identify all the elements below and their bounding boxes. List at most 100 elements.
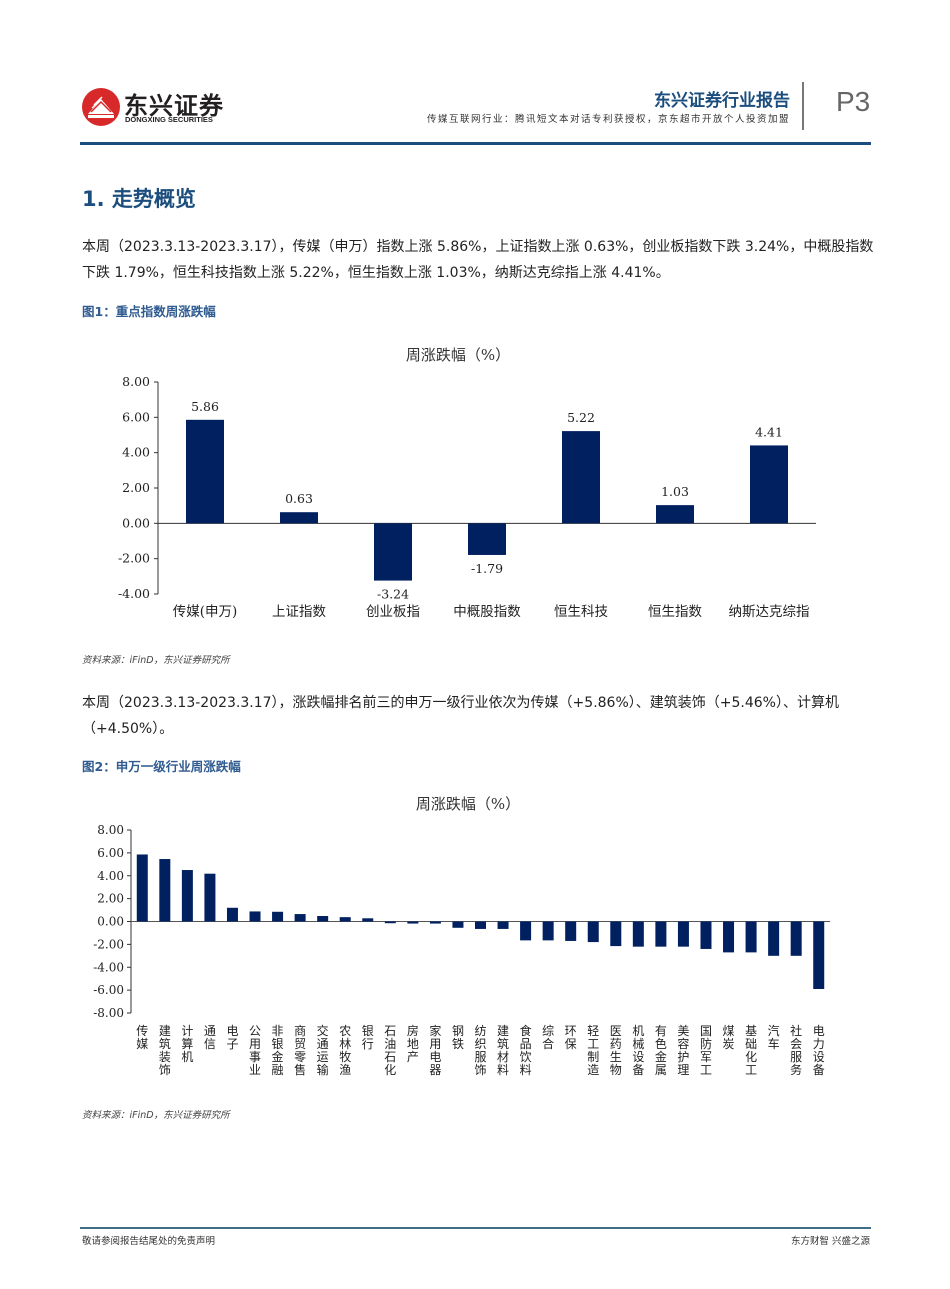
chart2-bar — [294, 914, 306, 922]
svg-text:纺: 纺 — [474, 1024, 486, 1038]
logo-icon — [82, 88, 120, 126]
chart2-bar — [384, 921, 396, 924]
svg-text:中概股指数: 中概股指数 — [453, 604, 521, 620]
svg-text:造: 造 — [587, 1063, 599, 1077]
svg-text:农: 农 — [339, 1024, 351, 1038]
chart2-bar — [429, 921, 441, 924]
svg-text:通: 通 — [204, 1024, 216, 1038]
chart2-bar — [565, 921, 577, 941]
chart1-bar — [374, 523, 412, 581]
svg-text:汽: 汽 — [768, 1023, 780, 1038]
svg-text:计: 计 — [181, 1024, 193, 1038]
svg-text:金: 金 — [272, 1049, 284, 1064]
svg-text:商: 商 — [294, 1023, 306, 1038]
svg-text:设: 设 — [813, 1050, 825, 1064]
section-title: 1. 走势概览 — [82, 187, 196, 211]
svg-text:合: 合 — [542, 1036, 554, 1051]
svg-text:恒生指数: 恒生指数 — [648, 604, 702, 620]
figure1-title: 图1：重点指数周涨跌幅 — [82, 304, 216, 319]
svg-text:工: 工 — [745, 1063, 757, 1077]
svg-text:纳斯达克综指: 纳斯达克综指 — [729, 604, 810, 620]
svg-text:信: 信 — [204, 1037, 216, 1051]
svg-text:铁: 铁 — [452, 1037, 464, 1051]
svg-text:容: 容 — [677, 1036, 689, 1051]
chart2-bar — [475, 921, 486, 929]
chart2-bar — [700, 921, 712, 949]
logo-wordmark: 东兴证券 — [124, 92, 224, 120]
svg-text:非: 非 — [272, 1024, 284, 1038]
svg-text:4.41: 4.41 — [755, 424, 783, 439]
svg-text:保: 保 — [565, 1037, 577, 1051]
svg-text:0.00: 0.00 — [122, 515, 150, 530]
svg-text:1.03: 1.03 — [661, 484, 689, 499]
svg-text:食: 食 — [520, 1023, 532, 1038]
chart2-bar — [520, 921, 532, 941]
svg-text:装: 装 — [159, 1050, 171, 1064]
footer-rule — [80, 1227, 871, 1229]
index-weekly-change-chart: 周涨跌幅（%） 8.00 6.00 4.00 2.00 0.00 -2.00 -4.00 传媒… — [118, 346, 816, 620]
svg-text:6.00: 6.00 — [122, 409, 150, 424]
svg-text:牧: 牧 — [339, 1050, 351, 1064]
svg-text:林: 林 — [339, 1037, 351, 1051]
page-number: P3 — [836, 86, 871, 117]
svg-text:行: 行 — [362, 1037, 374, 1051]
svg-text:运: 运 — [317, 1050, 329, 1064]
svg-text:理: 理 — [677, 1063, 689, 1077]
chart2-bar — [677, 921, 689, 947]
svg-text:备: 备 — [813, 1063, 825, 1077]
svg-text:4.00: 4.00 — [97, 869, 124, 883]
figure2-source: 资料来源：iFinD，东兴证券研究所 — [82, 1110, 230, 1121]
svg-text:机: 机 — [632, 1024, 644, 1038]
chart1-bars: 5.86 0.63 -3.24 -1.79 5.22 1.03 4.41 — [186, 399, 788, 602]
svg-text:饰: 饰 — [159, 1063, 171, 1077]
chart2-bar — [226, 907, 238, 922]
svg-text:石: 石 — [384, 1024, 396, 1038]
figure1-source: 资料来源：iFinD，东兴证券研究所 — [82, 655, 230, 666]
svg-text:-8.00: -8.00 — [93, 1006, 124, 1020]
svg-text:工: 工 — [587, 1037, 599, 1051]
chart2-bar — [204, 873, 216, 922]
svg-text:护: 护 — [677, 1050, 689, 1064]
chart2-axes: 8.00 6.00 4.00 2.00 0.00 -2.00 -4.00 -6.00 -8.00… — [93, 823, 830, 1077]
svg-text:础: 础 — [745, 1037, 757, 1051]
report-subtitle: 传媒互联网行业：腾讯短文本对话专利获授权，京东超市开放个人投资加盟 — [426, 114, 790, 125]
svg-text:料: 料 — [520, 1063, 532, 1077]
svg-text:综: 综 — [542, 1024, 554, 1038]
chart2-bar — [813, 921, 825, 989]
svg-text:石: 石 — [384, 1050, 396, 1064]
disclaimer-note: 敬请参阅报告结尾处的免责声明 — [82, 1236, 216, 1247]
chart2-bar — [723, 921, 735, 953]
svg-text:饰: 饰 — [474, 1063, 486, 1077]
svg-text:国: 国 — [700, 1024, 712, 1038]
chart1-title: 周涨跌幅（%） — [406, 346, 510, 364]
svg-text:2.00: 2.00 — [97, 892, 124, 906]
svg-text:机: 机 — [181, 1050, 193, 1064]
svg-text:媒: 媒 — [136, 1037, 148, 1051]
svg-text:5.22: 5.22 — [567, 410, 595, 425]
svg-text:轻: 轻 — [587, 1024, 599, 1038]
svg-text:恒生科技: 恒生科技 — [554, 604, 608, 620]
svg-text:-6.00: -6.00 — [93, 983, 124, 997]
svg-text:军: 军 — [700, 1050, 712, 1064]
chart2-bar — [339, 917, 351, 922]
svg-text:用: 用 — [429, 1037, 441, 1051]
svg-text:5.86: 5.86 — [191, 399, 219, 414]
svg-text:上证指数: 上证指数 — [272, 604, 326, 620]
chart2-bar — [181, 870, 193, 922]
svg-text:电: 电 — [226, 1024, 238, 1038]
svg-text:-2.00: -2.00 — [93, 937, 124, 951]
svg-text:料: 料 — [497, 1063, 509, 1077]
svg-text:-4.00: -4.00 — [118, 586, 150, 601]
chart2-bar — [632, 921, 644, 947]
svg-text:0.63: 0.63 — [285, 491, 313, 506]
svg-text:贸: 贸 — [294, 1037, 306, 1051]
svg-text:饮: 饮 — [520, 1050, 532, 1064]
svg-text:社: 社 — [790, 1023, 802, 1038]
svg-text:产: 产 — [407, 1050, 419, 1064]
chart2-bar — [745, 921, 757, 953]
chart2-title: 周涨跌幅（%） — [416, 795, 520, 813]
chart2-bar — [768, 921, 780, 956]
svg-text:融: 融 — [272, 1063, 284, 1077]
svg-text:用: 用 — [249, 1037, 261, 1051]
chart2-bar — [407, 921, 419, 924]
